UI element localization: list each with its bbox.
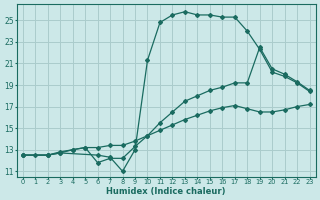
X-axis label: Humidex (Indice chaleur): Humidex (Indice chaleur) [107,187,226,196]
